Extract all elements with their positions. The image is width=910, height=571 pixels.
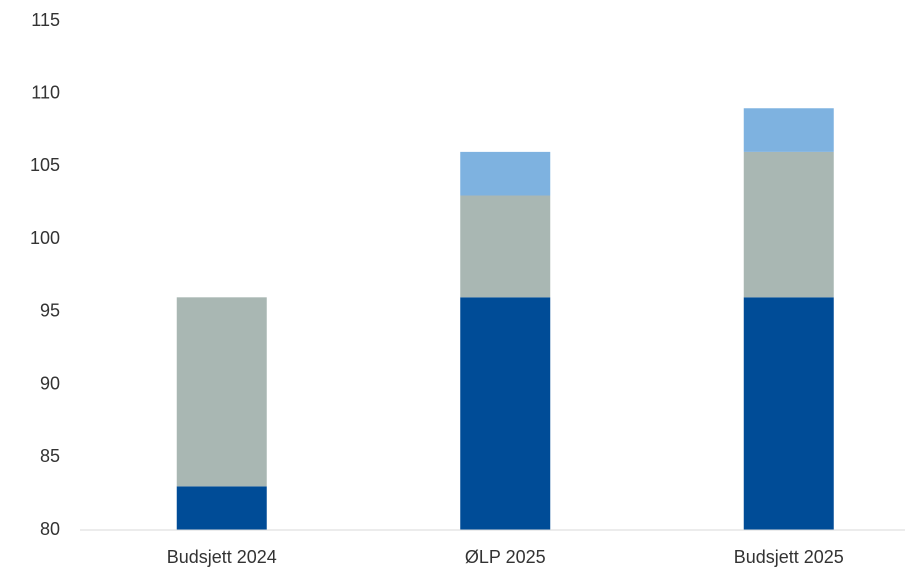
y-tick-label: 100 [30, 228, 60, 248]
bar-segment [460, 195, 551, 298]
y-tick-label: 95 [40, 301, 60, 321]
y-tick-label: 90 [40, 373, 60, 393]
bar-segment [176, 297, 267, 487]
y-tick-label: 105 [30, 155, 60, 175]
y-tick-label: 115 [31, 10, 60, 30]
bar-segment [743, 151, 834, 298]
bar-segment [460, 151, 551, 196]
bar-segment [743, 297, 834, 530]
x-tick-label: Budsjett 2024 [167, 547, 277, 567]
y-tick-label: 85 [40, 446, 60, 466]
x-tick-label: Budsjett 2025 [734, 547, 844, 567]
y-tick-label: 110 [31, 82, 60, 102]
x-tick-label: ØLP 2025 [465, 547, 546, 567]
bar-segment [176, 486, 267, 530]
bar-segment [743, 108, 834, 152]
y-tick-label: 80 [40, 519, 60, 539]
bar-segment [460, 297, 551, 530]
